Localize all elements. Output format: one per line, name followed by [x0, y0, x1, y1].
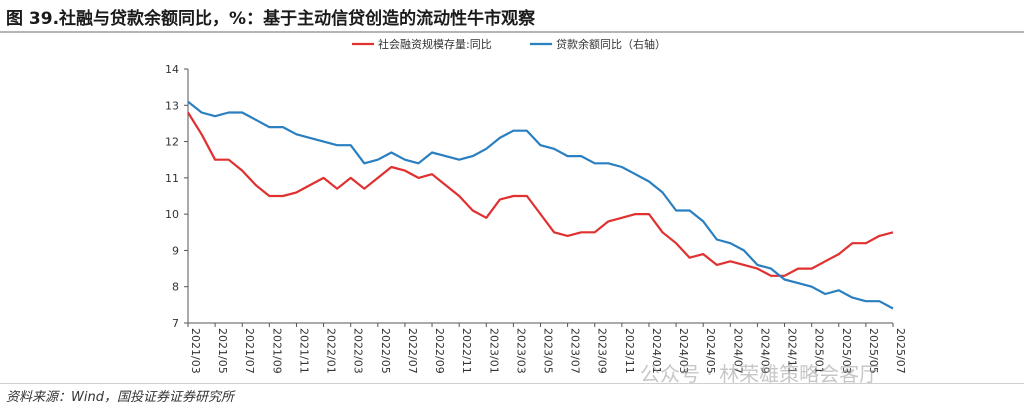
y-tick-label: 14: [165, 63, 179, 76]
x-tick-label: 2022/01: [325, 328, 338, 374]
series-line-loan-balance: [187, 100, 894, 310]
x-tick-label: 2025/05: [867, 328, 880, 374]
x-tick-label: 2025/07: [894, 328, 907, 374]
title-divider: [0, 31, 1024, 33]
legend: 社会融资规模存量:同比 贷款余额同比（右轴）: [352, 37, 666, 51]
y-tick-label: 11: [165, 172, 179, 185]
x-tick-label: 2023/07: [569, 328, 582, 374]
x-tick-label: 2023/03: [514, 328, 527, 374]
x-tick-label: 2025/03: [840, 328, 853, 374]
y-tick-label: 13: [165, 99, 179, 112]
x-tick-label: 2022/09: [433, 328, 446, 374]
watermark: 公众号 · 林荣雄策略会客厅: [640, 362, 880, 386]
x-tick-label: 2022/03: [352, 328, 365, 374]
line-chart: 社会融资规模存量:同比 贷款余额同比（右轴） 7 8 9 10 11 12 13 14 2021/…: [165, 37, 907, 374]
x-tick-label: 2021/03: [189, 328, 202, 374]
axes: 7 8 9 10 11 12 13 14 2021/03 2021/05 2021/07 2021/0…: [165, 63, 907, 374]
legend-label: 贷款余额同比（右轴）: [556, 37, 666, 51]
x-tick-label: 2021/05: [216, 328, 229, 374]
y-tick-label: 10: [165, 208, 179, 221]
legend-label: 社会融资规模存量:同比: [378, 37, 492, 51]
y-tick-label: 9: [172, 244, 179, 257]
y-tick-label: 8: [172, 281, 179, 294]
series-line-social-financing: [187, 111, 894, 277]
x-tick-label: 2022/11: [460, 328, 473, 374]
x-tick-label: 2021/11: [297, 328, 310, 374]
x-tick-label: 2023/05: [542, 328, 555, 374]
footer-divider: [0, 383, 1024, 384]
x-tick-label: 2023/01: [487, 328, 500, 374]
source-note: 资料来源：Wind，国投证券证券研究所: [6, 390, 234, 405]
x-tick-label: 2024/09: [758, 328, 771, 374]
x-tick-label: 2021/07: [243, 328, 256, 374]
x-tick-label: 2024/11: [786, 328, 799, 374]
x-tick-label: 2024/07: [731, 328, 744, 374]
x-tick-label: 2023/09: [596, 328, 609, 374]
series-layer: [187, 100, 894, 310]
x-tick-label: 2024/05: [704, 328, 717, 374]
x-tick-label: 2024/01: [650, 328, 663, 374]
x-tick-label: 2022/05: [379, 328, 392, 374]
x-tick-label: 2023/11: [623, 328, 636, 374]
x-tick-label: 2024/03: [677, 328, 690, 374]
chart-title: 图 39.社融与贷款余额同比，%：基于主动信贷创造的流动性牛市观察: [6, 9, 536, 29]
y-tick-label: 12: [165, 136, 179, 149]
x-tick-label: 2021/09: [270, 328, 283, 374]
x-tick-label: 2022/07: [406, 328, 419, 374]
x-tick-label: 2025/01: [813, 328, 826, 374]
y-tick-label: 7: [172, 317, 179, 330]
